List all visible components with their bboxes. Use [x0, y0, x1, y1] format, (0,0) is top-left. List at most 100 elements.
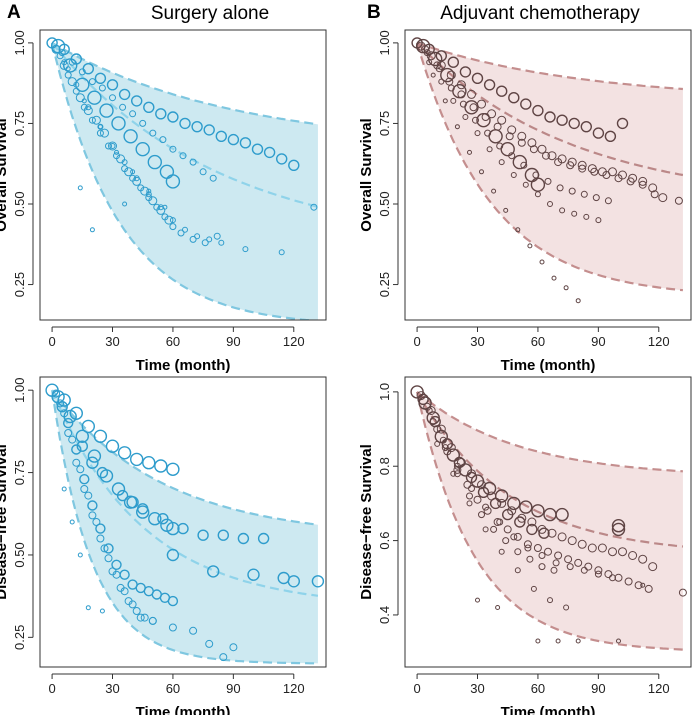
- data-point: [119, 103, 127, 111]
- data-point: [72, 87, 80, 95]
- data-point: [597, 543, 607, 553]
- x-tick-label: 0: [413, 681, 420, 696]
- data-point: [239, 137, 252, 149]
- data-point: [507, 496, 521, 511]
- data-point: [611, 519, 626, 533]
- data-point: [567, 536, 577, 546]
- data-point: [439, 436, 447, 444]
- data-point: [81, 419, 96, 434]
- data-point: [457, 90, 466, 99]
- data-point: [434, 440, 441, 447]
- data-point: [503, 207, 509, 213]
- data-point: [493, 518, 502, 526]
- data-point: [52, 389, 61, 398]
- data-point: [487, 491, 497, 501]
- y-tick-label: 0.8: [377, 457, 392, 475]
- data-point: [203, 124, 215, 136]
- data-point: [191, 120, 203, 133]
- y-tick-label: 0.4: [377, 606, 392, 624]
- data-point: [75, 93, 85, 103]
- data-point: [59, 60, 69, 70]
- data-point: [515, 227, 521, 233]
- data-point: [209, 174, 217, 182]
- data-point: [538, 563, 546, 571]
- data-point: [554, 158, 563, 167]
- x-tick-label: 120: [648, 681, 670, 696]
- data-point: [465, 471, 478, 484]
- data-point: [496, 142, 504, 150]
- data-point: [587, 543, 597, 553]
- data-point: [169, 145, 177, 153]
- data-point: [497, 115, 507, 125]
- data-point: [519, 500, 533, 514]
- data-point: [456, 80, 466, 90]
- data-point: [118, 88, 131, 101]
- data-point: [177, 522, 189, 535]
- data-point: [84, 491, 93, 500]
- data-point: [89, 227, 95, 233]
- data-point: [580, 566, 588, 574]
- plot-frame: [39, 29, 327, 321]
- data-point: [122, 201, 128, 207]
- data-point: [547, 151, 557, 161]
- data-point: [436, 60, 446, 70]
- data-point: [450, 97, 457, 104]
- data-point: [542, 151, 550, 160]
- data-point: [604, 197, 612, 205]
- data-point: [166, 521, 180, 536]
- data-point: [417, 393, 429, 405]
- data-point: [310, 203, 318, 211]
- data-point: [121, 165, 129, 173]
- x-tick-label: 120: [648, 334, 670, 349]
- data-point: [538, 527, 550, 539]
- data-point: [459, 100, 467, 108]
- x-tick-label: 60: [531, 334, 545, 349]
- data-point: [508, 91, 520, 104]
- data-point: [433, 61, 442, 70]
- prediction-band: [52, 42, 318, 320]
- data-point: [197, 529, 209, 541]
- data-point: [564, 555, 573, 564]
- data-point: [423, 402, 432, 411]
- band-lower-line: [51, 390, 318, 665]
- data-point: [544, 111, 556, 123]
- x-tick-label: 120: [283, 681, 305, 696]
- data-point: [153, 203, 161, 211]
- plot-area: [410, 385, 687, 651]
- data-point: [550, 566, 558, 574]
- data-point: [72, 458, 81, 467]
- x-tick-label: 30: [470, 681, 484, 696]
- data-point: [136, 503, 149, 515]
- data-point: [438, 78, 445, 85]
- data-point: [87, 90, 102, 105]
- data-point: [147, 154, 163, 170]
- data-point: [530, 585, 537, 592]
- y-tick-label: 0.6: [377, 532, 392, 550]
- data-point: [498, 159, 505, 166]
- data-point: [213, 232, 221, 240]
- data-point: [77, 552, 83, 558]
- data-point: [575, 298, 581, 304]
- data-point: [62, 417, 74, 429]
- x-tick-label: 0: [48, 681, 55, 696]
- data-point: [93, 429, 108, 443]
- data-point: [638, 554, 648, 564]
- data-point: [552, 559, 560, 567]
- x-tick-label: 90: [591, 334, 605, 349]
- band-upper-line: [416, 41, 683, 91]
- data-point: [85, 605, 91, 611]
- data-point: [464, 100, 479, 115]
- data-point: [592, 194, 600, 202]
- data-point: [436, 424, 446, 434]
- median-line: [51, 389, 319, 597]
- data-point: [433, 425, 442, 434]
- data-point: [108, 567, 117, 576]
- data-point: [100, 544, 109, 553]
- data-point: [426, 59, 433, 66]
- data-point: [638, 176, 648, 186]
- data-point: [529, 145, 538, 154]
- y-axis-label: Disease−free Survival: [0, 444, 10, 600]
- data-point: [177, 229, 185, 237]
